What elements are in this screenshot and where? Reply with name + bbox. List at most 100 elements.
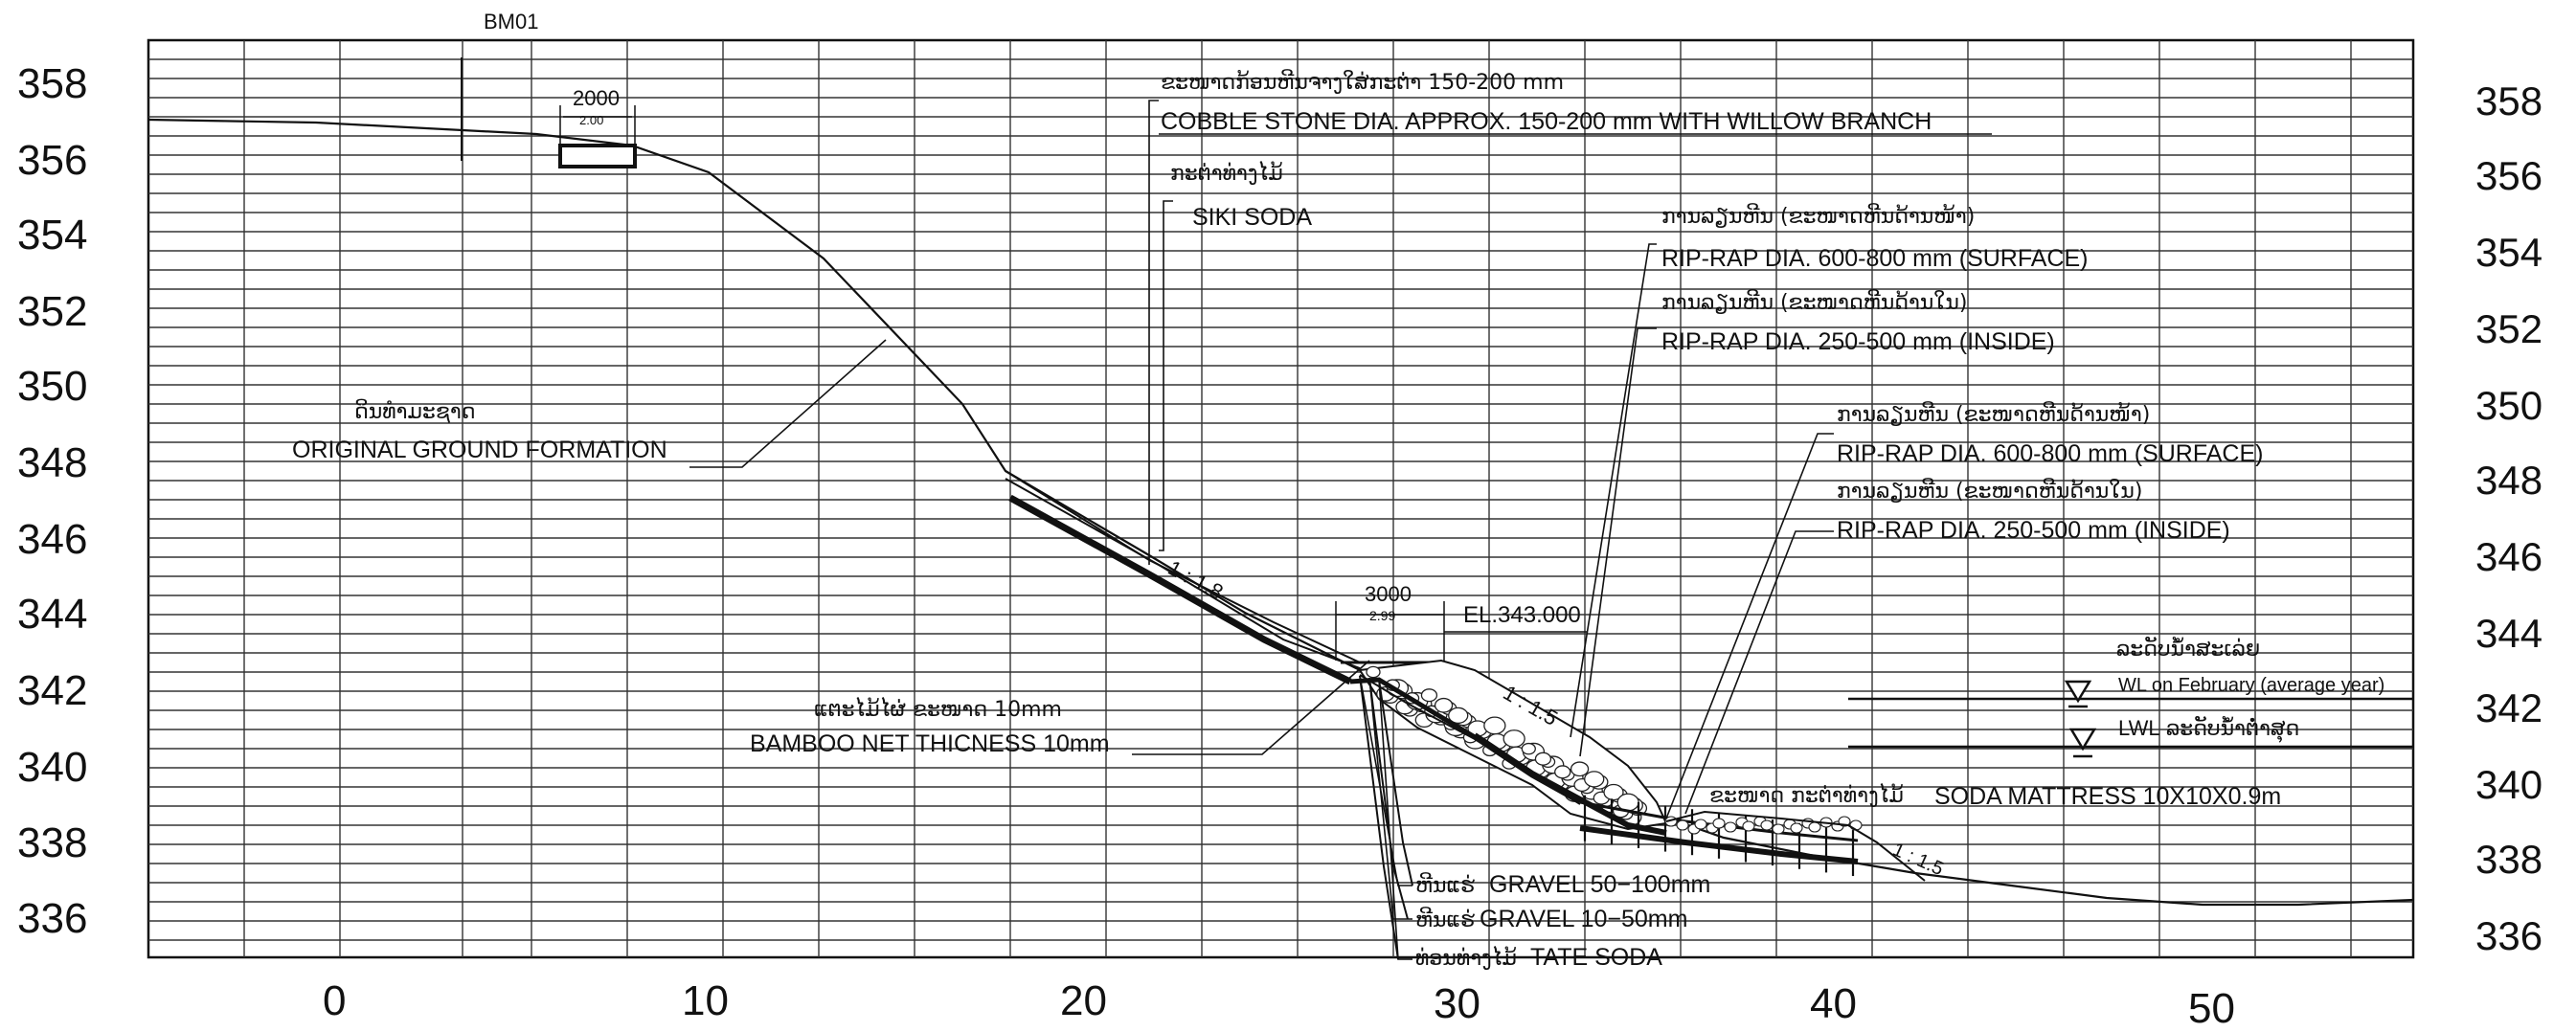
x-tick-label: 50: [2188, 985, 2235, 1032]
dimension-2000: 2000 2.00: [558, 86, 637, 168]
mattress-stone: [1849, 819, 1863, 831]
elevation-label: EL.343.000: [1463, 602, 1581, 628]
riprap2-en-label: RIP-RAP DIA. 250-500 mm (INSIDE): [1661, 328, 2055, 355]
y-tick-label: 356: [2475, 153, 2542, 198]
riprap-stone: [1434, 697, 1454, 713]
riprap-stone: [1603, 783, 1624, 801]
y-tick-label: 340: [17, 744, 87, 791]
callouts: ຂະໜາດກ້ອນຫີນຈາງໃສ່ກະຕ່າ 150-200 mm COBBL…: [292, 70, 2281, 971]
mattress-stone: [1790, 822, 1803, 834]
riprap-stone: [1554, 765, 1571, 779]
riprap2-lao-label: ການລຽນຫີນ (ຂະໜາດຫີນດ້ານໃນ): [1661, 290, 1967, 315]
riprap4-lao-label: ການລຽນຫີນ (ຂະໜາດຫີນດ້ານໃນ): [1837, 479, 2142, 504]
soda-mattress-bottom: [1579, 825, 1859, 864]
mattress-edge: [1665, 810, 1926, 882]
y-tick-label: 338: [2475, 837, 2542, 882]
riprap-stone: [1521, 742, 1536, 755]
gravel1-en-label: GRAVEL 50−100mm: [1489, 871, 1710, 898]
cobble-en-label: COBBLE STONE DIA. APPROX. 150-200 mm WIT…: [1161, 108, 1932, 135]
lwl-triangle-icon: [2068, 728, 2097, 752]
y-tick-label: 350: [2475, 383, 2542, 428]
leader-bamboo: [1132, 660, 1370, 755]
mattress-stone: [1760, 819, 1774, 831]
mattress-stone: [1808, 821, 1821, 833]
y-tick-label: 358: [17, 60, 87, 107]
x-tick-label: 0: [323, 977, 346, 1024]
y-tick-label: 354: [2475, 230, 2542, 275]
tate-en-label: TATE SODA: [1530, 944, 1662, 971]
leader-lines: [689, 100, 1834, 960]
riprap-stone: [1420, 688, 1438, 703]
dimension-value: 3000: [1365, 582, 1412, 606]
gravel-layer-3: [1378, 679, 1413, 886]
slope-surface-line: [1005, 470, 1361, 663]
y-tick-label: 346: [2475, 534, 2542, 579]
gravel1-lao-label: ຫີນແຮ່: [1415, 873, 1476, 898]
cobble-lao-label: ຂະໜາດກ້ອນຫີນຈາງໃສ່ກະຕ່າ 150-200 mm: [1161, 70, 1564, 95]
bamboo-en-label: BAMBOO NET THICNESS 10mm: [750, 730, 1110, 757]
siki-en-label: SIKI SODA: [1192, 204, 1312, 231]
riprap1-lao-label: ການລຽນຫີນ (ຂະໜາດຫີນດ້ານໜ້າ): [1661, 204, 1975, 229]
y-tick-label: 336: [17, 895, 87, 942]
wl-triangle-icon: [2064, 680, 2092, 704]
bamboo-lao-label: ແຕະໄມ້ໄຜ່ ຂະໜາດ 10mm: [814, 697, 1062, 722]
y-tick-label: 342: [17, 667, 87, 714]
x-axis: 0 10 20 30 40 50: [323, 977, 2235, 1032]
tate-lao-label: ທ່ອນທ່າງໄມ້: [1415, 946, 1517, 971]
leader-ground: [689, 339, 887, 468]
dimension-3000: 3000 2.99 EL.343.000: [1335, 582, 1588, 661]
y-tick-label: 352: [2475, 306, 2542, 351]
gravel2-lao-label: ຫີນແຮ່: [1415, 908, 1476, 932]
riprap1-en-label: RIP-RAP DIA. 600-800 mm (SURFACE): [1661, 245, 2088, 272]
wl-en-label: WL on February (average year): [2118, 675, 2384, 696]
riprap-stone: [1366, 665, 1381, 679]
grid: [148, 40, 2413, 957]
mattress-stone: [1724, 821, 1737, 833]
leader-cobble: [1148, 100, 1159, 565]
mattress-lao-label: ຂະໜາດ ກະຕ່າທ່າງໄມ້: [1709, 783, 1904, 808]
x-tick-label: 40: [1810, 980, 1857, 1027]
x-tick-label: 10: [682, 977, 729, 1024]
lwl-lao-label: ລະດັບນ້ຳຕ່ຳສຸດ: [2166, 716, 2299, 743]
y-tick-label: 358: [2475, 79, 2542, 123]
mattress-stone: [1676, 819, 1689, 831]
dimension-value: 2000: [573, 86, 620, 110]
leader-gravel1: [1359, 675, 1412, 886]
water-levels: ລະດັບນ້ຳສະເລ່ຍ WL on February (average y…: [1848, 637, 2413, 758]
y-axis-right: 358 356 354 352 350 348 346 344 342 340 …: [2475, 79, 2542, 958]
leader-siki: [1159, 200, 1173, 551]
wl-lao-label: ລະດັບນ້ຳສະເລ່ຍ: [2116, 637, 2260, 662]
riprap-stone: [1584, 771, 1605, 788]
y-tick-label: 354: [17, 212, 87, 258]
y-tick-label: 338: [17, 819, 87, 866]
bamboo-net-line: [1008, 494, 1352, 685]
plot-frame: [147, 38, 2415, 959]
leader-riprap4: [1684, 530, 1834, 815]
riprap-stone: [1448, 707, 1469, 725]
y-tick-label: 348: [17, 439, 87, 486]
riprap-stone: [1570, 761, 1590, 777]
riprap-stone: [1503, 729, 1525, 749]
y-tick-label: 350: [17, 363, 87, 410]
riprap3-en-label: RIP-RAP DIA. 600-800 mm (SURFACE): [1837, 440, 2263, 467]
y-tick-label: 346: [17, 516, 87, 563]
lwl-en-label: LWL: [2118, 716, 2160, 740]
slope-inner-line: [1005, 478, 1361, 669]
benchmark-label: BM01: [484, 10, 538, 34]
y-tick-label: 340: [2475, 762, 2542, 807]
riprap-stone: [1483, 716, 1506, 735]
y-tick-label: 342: [2475, 685, 2542, 730]
ground-en-label: ORIGINAL GROUND FORMATION: [292, 437, 667, 463]
y-tick-label: 352: [17, 288, 87, 335]
gravel2-en-label: GRAVEL 10−50mm: [1480, 906, 1687, 932]
mattress-stone: [1742, 820, 1755, 832]
y-tick-label: 348: [2475, 458, 2542, 503]
x-tick-label: 30: [1434, 980, 1480, 1027]
gravel-layer-2: [1368, 677, 1409, 920]
mattress-en-label: SODA MATTRESS 10X10X0.9m: [1934, 783, 2281, 810]
riprap-stone: [1534, 752, 1552, 766]
mattress-stone: [1712, 818, 1726, 829]
leader-riprap1: [1570, 243, 1657, 738]
leader-tate: [1378, 679, 1412, 960]
